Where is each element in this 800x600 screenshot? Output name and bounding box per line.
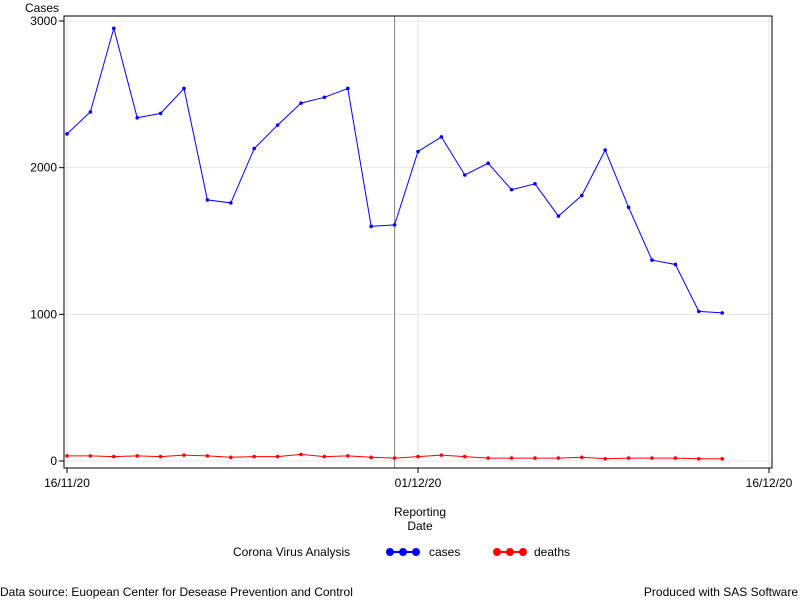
data-point-deaths bbox=[88, 454, 93, 458]
data-point-cases bbox=[720, 311, 724, 315]
data-point-cases bbox=[252, 146, 256, 151]
y-tick-label: 1000 bbox=[30, 307, 57, 321]
data-point-cases bbox=[697, 309, 701, 314]
gridlines bbox=[64, 16, 772, 468]
data-point-cases bbox=[158, 111, 163, 116]
data-point-deaths bbox=[252, 454, 256, 459]
series bbox=[65, 26, 724, 461]
data-point-cases bbox=[650, 258, 654, 262]
data-point-cases bbox=[580, 193, 584, 198]
legend-marker bbox=[412, 548, 420, 556]
data-point-deaths bbox=[229, 455, 233, 460]
data-point-cases bbox=[556, 214, 561, 218]
data-point-deaths bbox=[720, 457, 724, 461]
data-point-deaths bbox=[650, 456, 654, 460]
data-point-deaths bbox=[275, 454, 280, 459]
data-point-deaths bbox=[463, 454, 467, 459]
legend-item-deaths: deaths bbox=[493, 545, 570, 559]
data-point-deaths bbox=[439, 453, 444, 457]
data-point-deaths bbox=[556, 456, 561, 460]
data-point-cases bbox=[88, 110, 93, 114]
data-point-deaths bbox=[299, 452, 303, 457]
data-point-cases bbox=[135, 116, 139, 120]
data-point-cases bbox=[509, 187, 514, 192]
legend: Corona Virus Analysis cases deaths bbox=[233, 545, 570, 559]
x-tick-label: 16/11/20 bbox=[44, 476, 90, 490]
data-point-cases bbox=[182, 86, 186, 91]
data-point-cases bbox=[229, 201, 233, 205]
data-point-cases bbox=[533, 182, 537, 186]
data-point-cases bbox=[416, 149, 420, 154]
data-point-deaths bbox=[369, 455, 374, 460]
data-point-deaths bbox=[135, 454, 139, 458]
legend-marker bbox=[519, 548, 527, 556]
footer-data-source: Data source: Euopean Center for Desease … bbox=[0, 585, 353, 599]
legend-marker bbox=[493, 548, 501, 556]
x-axis-label-line-1: Reporting bbox=[394, 505, 446, 519]
data-point-deaths bbox=[416, 454, 420, 459]
data-point-deaths bbox=[580, 455, 584, 460]
data-point-cases bbox=[392, 223, 397, 227]
data-point-deaths bbox=[673, 456, 678, 460]
data-point-deaths bbox=[346, 454, 350, 458]
data-point-deaths bbox=[509, 456, 514, 460]
data-point-cases bbox=[322, 95, 327, 100]
data-point-cases bbox=[626, 205, 631, 210]
data-point-cases bbox=[463, 173, 467, 177]
data-point-cases bbox=[275, 123, 280, 127]
y-tick-label: 3000 bbox=[30, 14, 57, 28]
data-point-deaths bbox=[392, 456, 397, 460]
data-point-deaths bbox=[626, 456, 631, 460]
legend-marker bbox=[506, 548, 514, 556]
legend-marker bbox=[386, 548, 394, 556]
data-point-deaths bbox=[533, 456, 537, 460]
data-point-cases bbox=[205, 198, 210, 202]
legend-label-cases: cases bbox=[429, 545, 460, 559]
data-point-cases bbox=[65, 132, 69, 136]
data-point-deaths bbox=[112, 454, 116, 459]
data-point-deaths bbox=[65, 454, 69, 458]
data-point-deaths bbox=[486, 456, 491, 460]
data-point-cases bbox=[673, 262, 678, 267]
data-point-cases bbox=[346, 86, 350, 91]
data-point-deaths bbox=[205, 454, 210, 458]
legend-label-deaths: deaths bbox=[534, 545, 570, 559]
data-point-deaths bbox=[158, 454, 163, 459]
series-cases bbox=[65, 26, 724, 315]
y-axis-label: Cases bbox=[25, 1, 59, 15]
footer-produced-with: Produced with SAS Software bbox=[643, 585, 798, 599]
legend-title: Corona Virus Analysis bbox=[233, 545, 350, 559]
x-tick-label: 16/12/20 bbox=[746, 476, 793, 490]
data-point-cases bbox=[299, 101, 303, 105]
data-point-deaths bbox=[182, 453, 186, 457]
data-point-deaths bbox=[697, 457, 701, 461]
axes: 0 1000 2000 3000 16/11/20 01/12/20 16/12/20 bbox=[30, 14, 792, 490]
x-axis-label-line-2: Date bbox=[407, 519, 433, 533]
data-point-deaths bbox=[322, 454, 327, 459]
data-point-cases bbox=[439, 135, 444, 139]
data-point-deaths bbox=[603, 457, 607, 461]
legend-item-cases: cases bbox=[386, 545, 460, 559]
series-deaths bbox=[65, 452, 724, 461]
y-tick-label: 2000 bbox=[30, 161, 57, 175]
data-point-cases bbox=[369, 224, 374, 229]
data-point-cases bbox=[603, 148, 607, 152]
x-tick-label: 01/12/20 bbox=[395, 476, 442, 490]
y-tick-label: 0 bbox=[50, 454, 57, 468]
legend-marker bbox=[399, 548, 407, 556]
data-point-cases bbox=[112, 26, 116, 31]
data-point-cases bbox=[486, 161, 491, 166]
